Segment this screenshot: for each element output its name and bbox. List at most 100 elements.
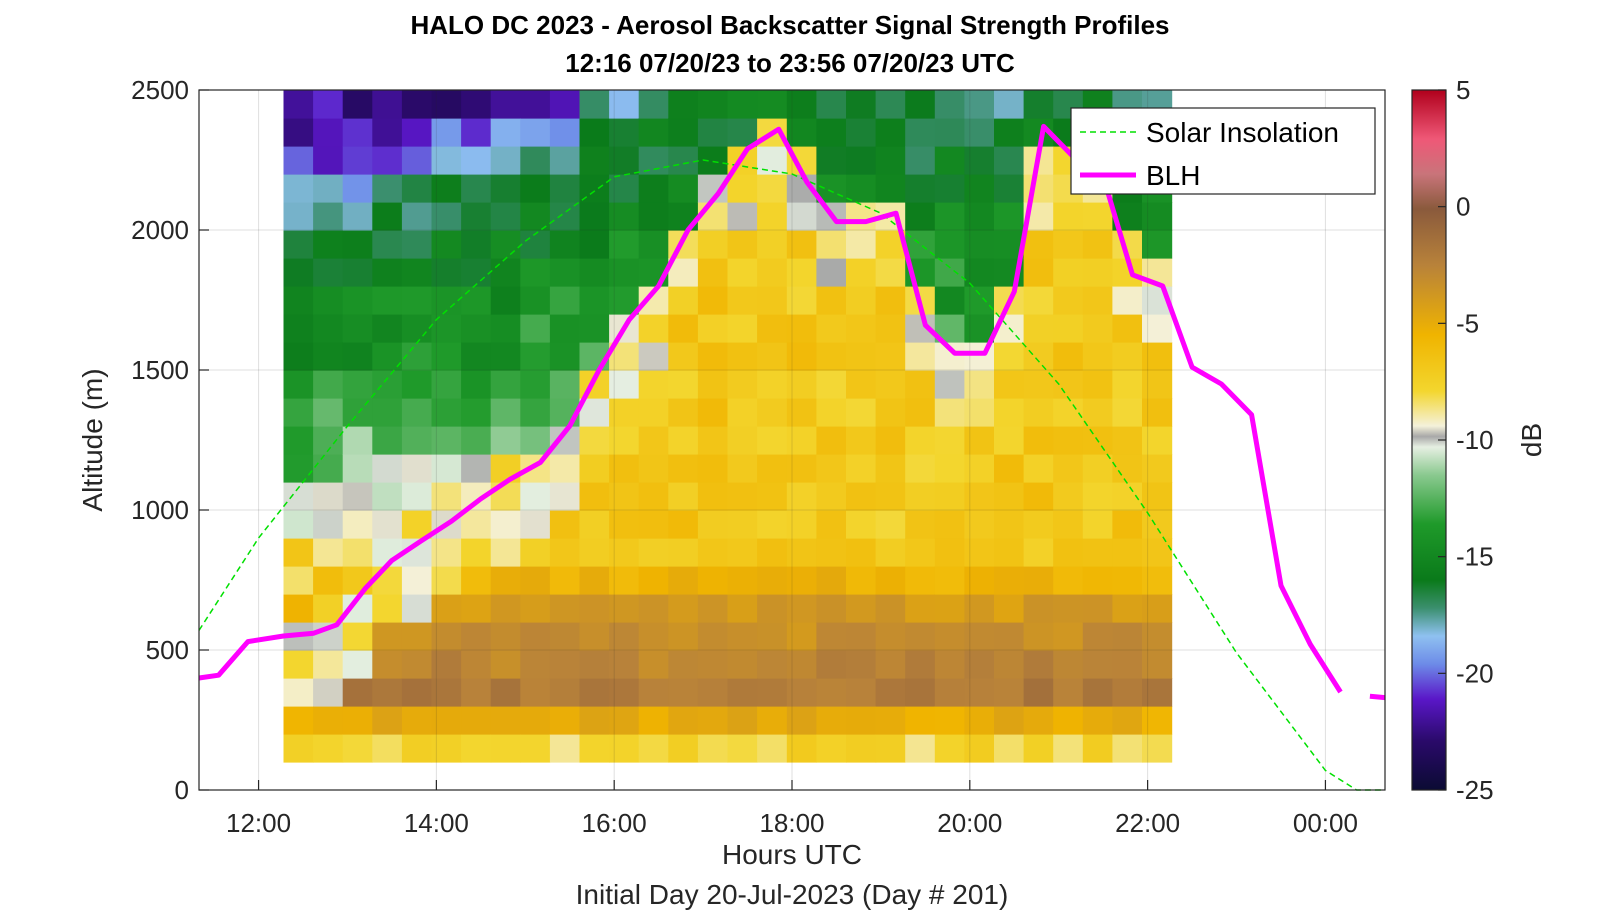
heatmap-cell: [875, 314, 906, 343]
heatmap-cell: [609, 118, 640, 147]
heatmap-cell: [727, 174, 758, 203]
heatmap-cell: [638, 398, 669, 427]
heatmap-cell: [1053, 594, 1084, 623]
heatmap-cell: [490, 342, 521, 371]
heatmap-cell: [786, 118, 817, 147]
heatmap-cell: [372, 566, 403, 595]
heatmap-cell: [579, 510, 610, 539]
heatmap-cell: [461, 734, 492, 763]
heatmap-cell: [727, 398, 758, 427]
heatmap-cell: [964, 174, 995, 203]
heatmap-cell: [697, 454, 729, 483]
heatmap-cell: [905, 174, 936, 203]
heatmap-cell: [549, 174, 581, 203]
heatmap-cell: [668, 510, 699, 539]
heatmap-cell: [638, 202, 669, 231]
heatmap-cell: [875, 650, 906, 679]
heatmap-cell: [490, 370, 521, 399]
colorbar-tick-label: 0: [1456, 192, 1470, 222]
heatmap-cell: [638, 426, 669, 455]
heatmap-cell: [905, 146, 936, 175]
x-tick-label: 20:00: [937, 808, 1002, 838]
heatmap-cell: [757, 370, 788, 399]
heatmap-cell: [934, 706, 965, 735]
y-tick-label: 1500: [131, 355, 189, 385]
heatmap-cell: [461, 426, 492, 455]
heatmap-cell: [727, 538, 758, 567]
heatmap-cell: [549, 678, 581, 707]
heatmap-cell: [994, 90, 1025, 119]
heatmap-cell: [579, 230, 610, 259]
series-solar-insolation: [198, 159, 1385, 791]
heatmap-cell: [786, 594, 817, 623]
heatmap-cell: [786, 286, 817, 315]
heatmap-cell: [875, 454, 906, 483]
heatmap-cell: [964, 90, 995, 119]
heatmap-cell: [816, 650, 847, 679]
heatmap-cell: [668, 734, 699, 763]
chart-title: HALO DC 2023 - Aerosol Backscatter Signa…: [410, 10, 1169, 40]
heatmap-cell: [875, 342, 906, 371]
heatmap-cell: [579, 650, 610, 679]
heatmap-cell: [1082, 454, 1113, 483]
heatmap-cell: [846, 146, 877, 175]
heatmap-cell: [638, 146, 669, 175]
x-axis-ticks: 12:00 14:00 16:00 18:00 20:00 22:00 00:00: [226, 780, 1358, 838]
heatmap-cell: [1023, 734, 1054, 763]
colorbar-ticks: 5 0 -5 -10 -15 -20 -25: [1438, 75, 1494, 805]
heatmap-cell: [934, 174, 965, 203]
heatmap-cell: [283, 286, 314, 315]
heatmap-cell: [668, 174, 699, 203]
heatmap-cell: [846, 230, 877, 259]
heatmap-cell: [875, 482, 906, 511]
heatmap-cell: [816, 454, 847, 483]
heatmap-cell: [401, 566, 433, 595]
heatmap-cell: [727, 650, 758, 679]
heatmap-cell: [1053, 370, 1084, 399]
heatmap-cell: [697, 90, 729, 119]
heatmap-cell: [757, 202, 788, 231]
colorbar-tick-label: -10: [1456, 425, 1494, 455]
heatmap-cell: [1142, 538, 1173, 567]
heatmap-cell: [934, 510, 965, 539]
heatmap-cell: [816, 118, 847, 147]
heatmap-cell: [461, 286, 492, 315]
heatmap-cell: [609, 230, 640, 259]
heatmap-cell: [697, 146, 729, 175]
heatmap-cell: [1142, 398, 1173, 427]
heatmap-cell: [816, 510, 847, 539]
heatmap-cell: [579, 538, 610, 567]
colorbar-tick-label: -5: [1456, 308, 1479, 338]
heatmap-cell: [579, 454, 610, 483]
heatmap-cell: [1142, 454, 1173, 483]
heatmap-cell: [697, 594, 729, 623]
heatmap-cell: [490, 398, 521, 427]
heatmap-cell: [1082, 734, 1113, 763]
heatmap-cell: [520, 734, 551, 763]
heatmap-cell: [1112, 482, 1143, 511]
heatmap-cell: [638, 342, 669, 371]
heatmap-cell: [934, 734, 965, 763]
heatmap-cell: [668, 678, 699, 707]
heatmap-cell: [1053, 566, 1084, 595]
heatmap-cell: [1023, 622, 1054, 651]
heatmap-cell: [757, 286, 788, 315]
heatmap-cell: [490, 118, 521, 147]
heatmap-cell: [372, 314, 403, 343]
heatmap-cell: [431, 566, 462, 595]
heatmap-cell: [638, 118, 669, 147]
heatmap-cell: [1053, 622, 1084, 651]
heatmap-cell: [313, 202, 344, 231]
heatmap-cell: [313, 398, 344, 427]
heatmap-cell: [549, 202, 581, 231]
heatmap-cell: [579, 118, 610, 147]
heatmap-cell: [313, 286, 344, 315]
heatmap-cell: [697, 370, 729, 399]
heatmap-cell: [964, 426, 995, 455]
heatmap-cell: [697, 426, 729, 455]
heatmap-cell: [431, 594, 462, 623]
heatmap-cell: [401, 342, 433, 371]
heatmap-cell: [342, 538, 373, 567]
heatmap-cell: [401, 482, 433, 511]
heatmap-cell: [846, 594, 877, 623]
